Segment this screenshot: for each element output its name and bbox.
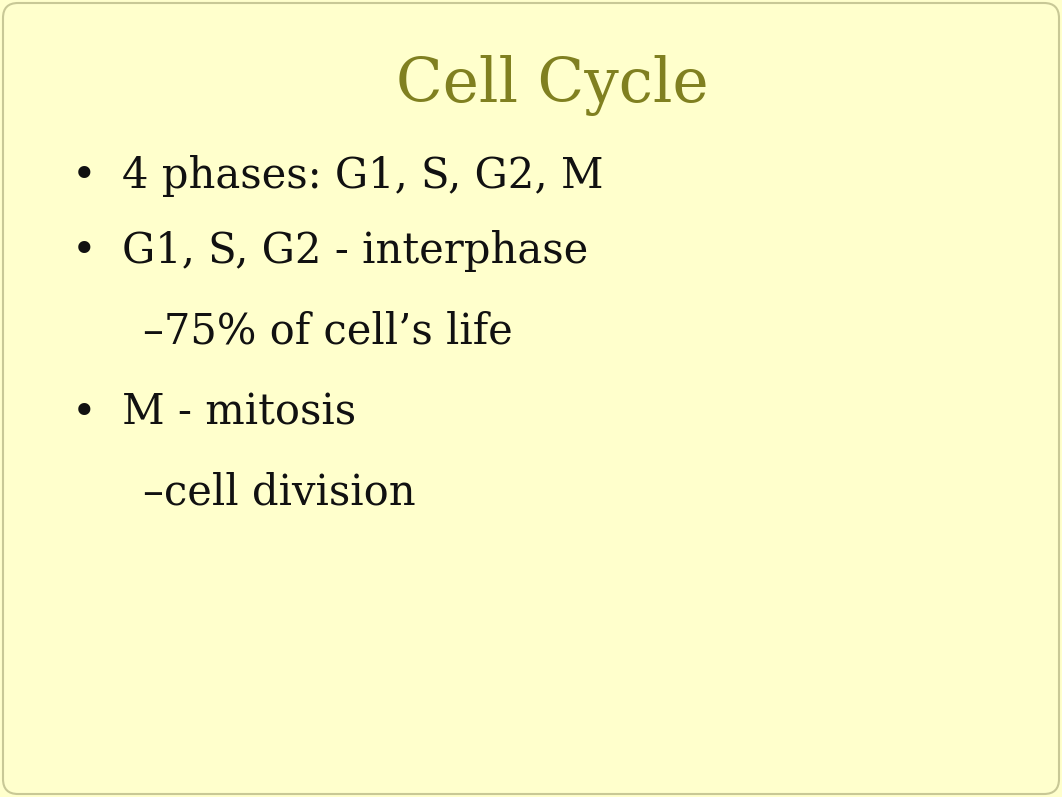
Text: 4 phases: G1, S, G2, M: 4 phases: G1, S, G2, M [122,155,603,197]
Text: •: • [72,392,97,434]
Text: •: • [72,155,97,197]
Text: –cell division: –cell division [143,472,416,514]
Text: G1, S, G2 - interphase: G1, S, G2 - interphase [122,230,588,272]
Text: –75% of cell’s life: –75% of cell’s life [143,310,513,352]
Text: Cell Cycle: Cell Cycle [396,55,708,116]
FancyBboxPatch shape [3,3,1059,794]
Text: •: • [72,230,97,272]
Text: M - mitosis: M - mitosis [122,392,356,434]
